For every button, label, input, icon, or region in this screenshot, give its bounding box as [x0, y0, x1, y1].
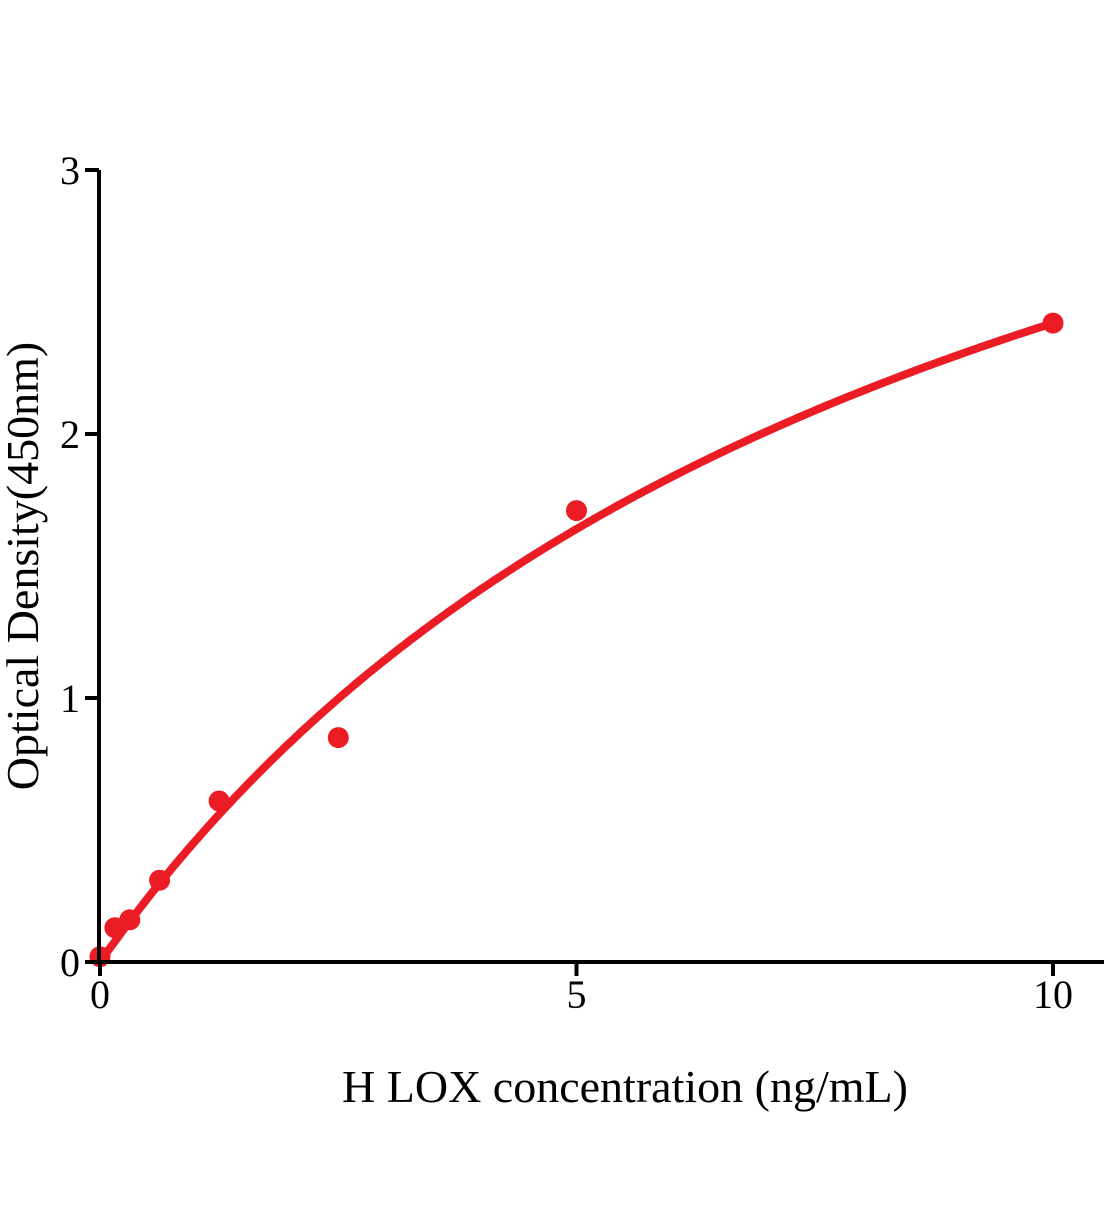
data-point — [566, 500, 587, 522]
x-axis-title: H LOX concentration (ng/mL) — [342, 1061, 908, 1112]
data-point — [1042, 312, 1064, 334]
data-point — [208, 790, 230, 812]
y-tick-label: 3 — [60, 148, 80, 193]
y-tick-label: 0 — [60, 940, 80, 985]
data-point — [119, 909, 141, 931]
data-point — [327, 727, 349, 749]
tick-layer: 0 1 2 3 0 5 10 — [60, 148, 1073, 1017]
fit-curve — [96, 319, 1057, 966]
x-tick-label: 10 — [1033, 972, 1073, 1017]
x-tick-label: 5 — [567, 972, 587, 1017]
axes-layer — [85, 168, 1104, 976]
y-tick-label: 2 — [60, 412, 80, 457]
y-tick-label: 1 — [60, 676, 80, 721]
data-point — [149, 869, 171, 891]
y-axis-title: Optical Density(450nm) — [0, 342, 48, 790]
series-layer — [89, 312, 1064, 968]
x-tick-label: 0 — [90, 972, 110, 1017]
